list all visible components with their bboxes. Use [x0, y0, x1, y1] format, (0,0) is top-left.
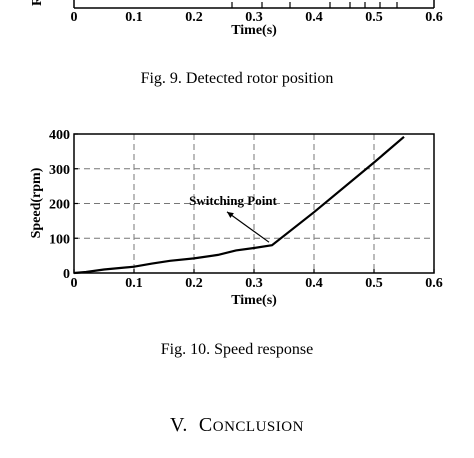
fig9-xtick-label: 0 [71, 10, 78, 25]
fig10-caption: Fig. 10. Speed response [160, 341, 314, 358]
cropped-body-text [0, 450, 474, 458]
x-tick-label: 0.6 [425, 276, 443, 291]
speed-chart: 0 100 200 300 400 0 0.1 0.2 0.3 0.4 0.5 0.6 Switch… [29, 128, 443, 308]
chart-ylabel: Speed(rpm) [29, 167, 44, 238]
fig9-caption: Fig. 9. Detected rotor position [140, 70, 334, 87]
x-tick-label: 0.5 [365, 276, 383, 291]
x-tick-label: 0.1 [125, 276, 143, 291]
section-title-rest: ONCLUSION [212, 419, 304, 435]
x-tick-label: 0.3 [245, 276, 263, 291]
fig9-xtick-label: 0.6 [425, 10, 443, 25]
y-tick-label: 200 [49, 198, 70, 213]
fig9-xtick-label: 0.3 [245, 10, 263, 25]
fig9-xtick-label: 0.4 [305, 10, 323, 25]
speed-series-line [73, 135, 405, 275]
x-tick-label: 0 [71, 276, 78, 291]
fig9-xtick-label: 0.5 [365, 10, 383, 25]
section-title-initial: C [198, 414, 213, 436]
y-tick-label: 300 [49, 163, 70, 178]
chart-xlabel: Time(s) [231, 293, 277, 308]
switching-point-label: Switching Point [189, 193, 277, 208]
fig9-axis-remnant: R 0 0.1 0.2 0.3 0.4 0.5 0.6 Time(s) [30, 0, 443, 38]
annotation-arrow-line [226, 211, 270, 243]
x-tick-label: 0.4 [305, 276, 323, 291]
fig9-xlabel: Time(s) [231, 23, 277, 38]
x-tick-label: 0.2 [185, 276, 203, 291]
section-numeral: V. [170, 414, 188, 436]
section-heading: V. CONCLUSION [0, 414, 474, 437]
y-tick-label: 400 [49, 128, 70, 143]
annotation-arrowhead [227, 211, 234, 219]
y-tick-label: 0 [63, 267, 70, 282]
fig9-xtick-label: 0.2 [185, 10, 203, 25]
fig9-xtick-label: 0.1 [125, 10, 143, 25]
fig9-ylabel-fragment: R [30, 0, 45, 6]
y-tick-label: 100 [49, 232, 70, 247]
